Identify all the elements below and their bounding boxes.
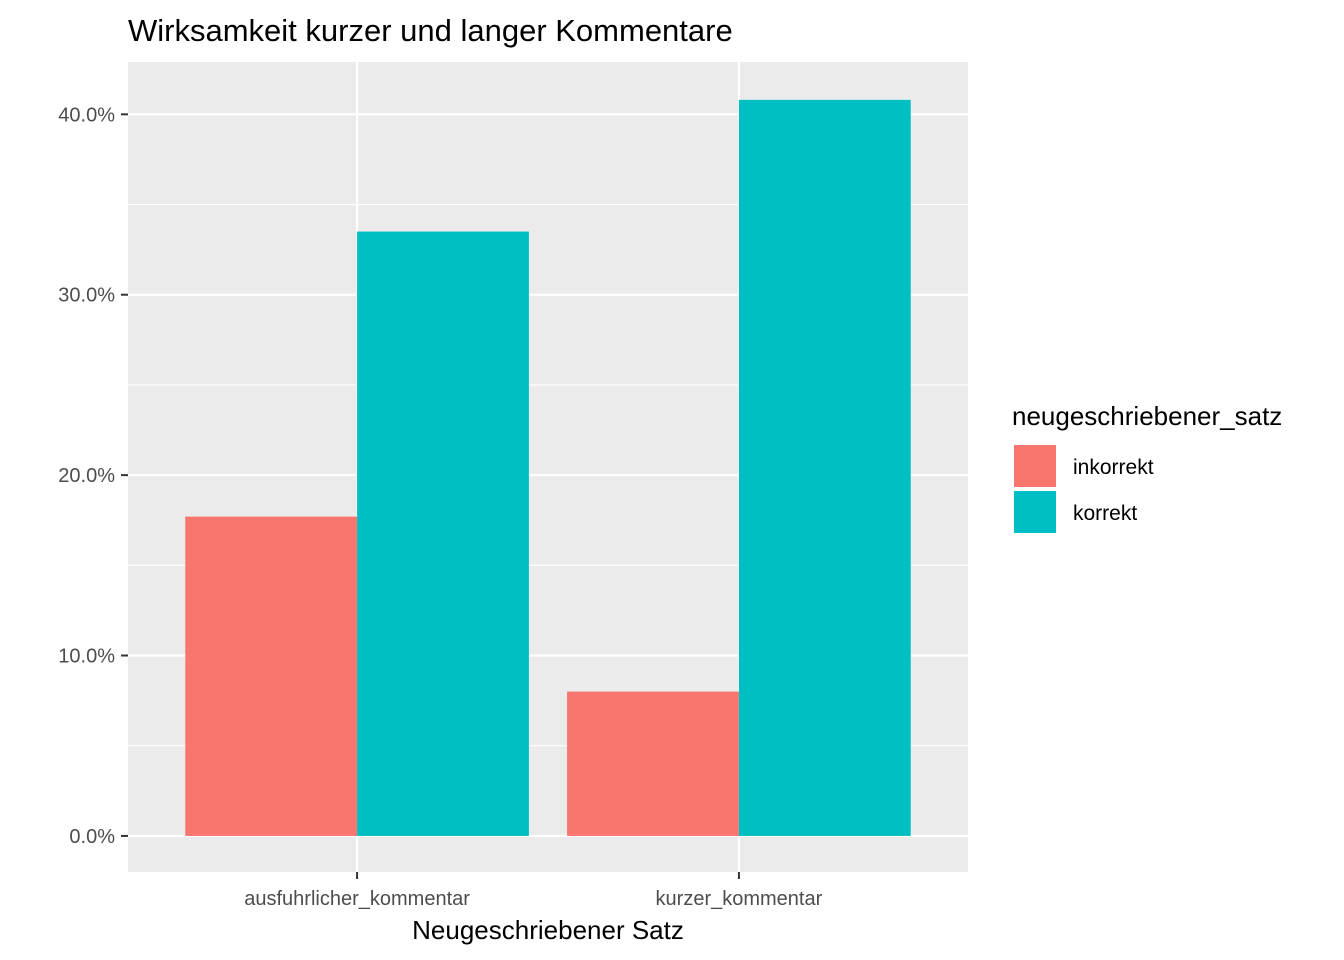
bar-inkorrekt-kurzer_kommentar <box>567 691 739 836</box>
bars <box>185 99 911 836</box>
chart-title: Wirksamkeit kurzer und langer Kommentare <box>128 13 733 48</box>
y-tick-label: 40.0% <box>58 104 115 126</box>
legend-key-korrekt <box>1014 491 1056 533</box>
y-tick-label: 0.0% <box>69 826 115 848</box>
legend-label-korrekt: korrekt <box>1073 502 1137 525</box>
legend-label-inkorrekt: inkorrekt <box>1073 456 1154 479</box>
x-axis-title: Neugeschriebener Satz <box>412 915 684 945</box>
bar-inkorrekt-ausfuhrlicher_kommentar <box>185 516 358 836</box>
x-tick-label: ausfuhrlicher_kommentar <box>244 888 470 910</box>
y-tick-label: 10.0% <box>58 646 115 668</box>
x-tick-label: kurzer_kommentar <box>656 888 823 910</box>
legend-title: neugeschriebener_satz <box>1012 401 1282 431</box>
bar-korrekt-kurzer_kommentar <box>738 99 911 836</box>
bar-korrekt-ausfuhrlicher_kommentar <box>357 231 529 836</box>
legend-key-inkorrekt <box>1014 445 1056 487</box>
y-tick-label: 30.0% <box>58 285 115 307</box>
legend: neugeschriebener_satz inkorrekt korrekt <box>1012 401 1282 533</box>
y-axis: 0.0% 10.0% 20.0% 30.0% 40.0% <box>58 104 128 848</box>
x-axis: ausfuhrlicher_kommentar kurzer_kommentar <box>244 872 823 910</box>
y-tick-label: 20.0% <box>58 465 115 487</box>
